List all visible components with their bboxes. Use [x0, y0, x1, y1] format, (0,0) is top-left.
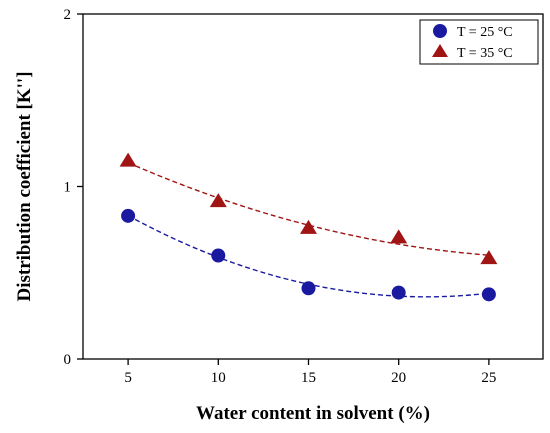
- y-axis-ticks: 0 1 2: [64, 7, 83, 368]
- x-tick-label: 5: [124, 370, 132, 386]
- data-point-series-2: [390, 229, 408, 244]
- legend-marker-series-2: [432, 44, 448, 57]
- data-point-series-2: [480, 250, 498, 265]
- legend-marker-series-1: [433, 24, 447, 38]
- legend-label-series-1: T = 25 °C: [457, 25, 513, 40]
- data-point-series-1: [211, 248, 226, 263]
- fit-line-series-2: [127, 162, 489, 256]
- legend: T = 25 °C T = 35 °C: [419, 19, 539, 65]
- data-point-series-1: [391, 285, 406, 300]
- x-tick-label: 20: [391, 370, 406, 386]
- y-axis-title: Distribution coefficient [K'']: [14, 71, 35, 301]
- data-point-series-1: [301, 281, 316, 296]
- data-point-series-2: [119, 152, 137, 167]
- x-tick-label: 10: [211, 370, 226, 386]
- legend-label-series-2: T = 35 °C: [457, 46, 513, 61]
- data-point-series-1: [481, 287, 496, 302]
- x-tick-label: 25: [481, 370, 496, 386]
- x-tick-label: 15: [301, 370, 316, 386]
- data-point-series-2: [209, 193, 227, 208]
- y-tick-label: 2: [64, 7, 72, 23]
- data-point-series-1: [121, 208, 136, 223]
- y-tick-label: 1: [64, 180, 72, 196]
- y-tick-label: 0: [64, 352, 72, 368]
- x-axis-ticks: 5 10 15 20 25: [124, 359, 496, 386]
- x-axis-title: Water content in solvent (%): [196, 403, 430, 424]
- plot-area: [82, 13, 544, 360]
- data-point-series-2: [299, 219, 317, 234]
- data-marks: [119, 152, 498, 302]
